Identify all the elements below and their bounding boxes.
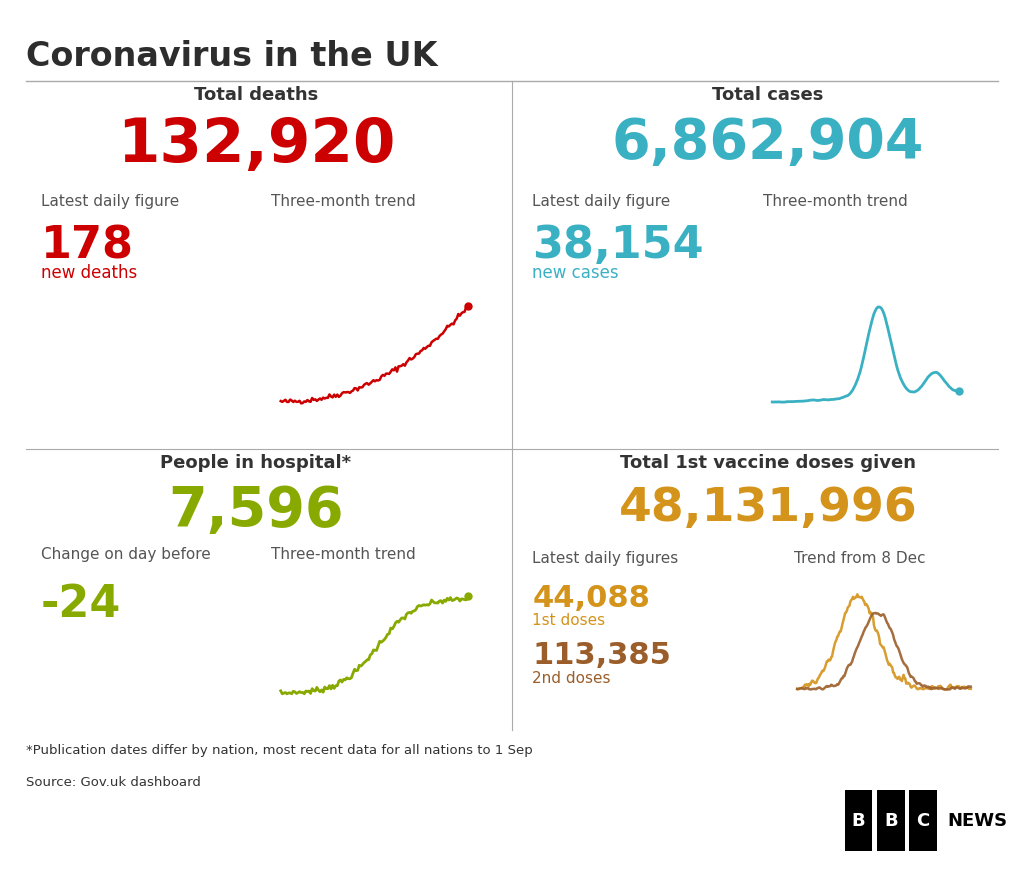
Text: 178: 178 — [41, 224, 134, 268]
Text: Latest daily figure: Latest daily figure — [41, 194, 179, 209]
Text: Latest daily figure: Latest daily figure — [532, 194, 671, 209]
Text: Total cases: Total cases — [713, 86, 823, 104]
Text: Three-month trend: Three-month trend — [763, 194, 907, 209]
Text: new cases: new cases — [532, 264, 620, 282]
Text: NEWS: NEWS — [948, 811, 1008, 830]
Text: Total 1st vaccine doses given: Total 1st vaccine doses given — [620, 454, 916, 472]
Text: 38,154: 38,154 — [532, 224, 705, 268]
Text: C: C — [916, 811, 930, 830]
Text: Total deaths: Total deaths — [194, 86, 318, 104]
Text: B: B — [852, 811, 865, 830]
Text: Source: Gov.uk dashboard: Source: Gov.uk dashboard — [26, 776, 201, 789]
Text: 6,862,904: 6,862,904 — [611, 116, 925, 170]
Text: Coronavirus in the UK: Coronavirus in the UK — [26, 40, 437, 72]
Text: Latest daily figures: Latest daily figures — [532, 551, 679, 566]
Text: 113,385: 113,385 — [532, 641, 672, 670]
Text: Trend from 8 Dec: Trend from 8 Dec — [794, 551, 926, 566]
FancyBboxPatch shape — [877, 790, 905, 852]
Text: 7,596: 7,596 — [168, 484, 344, 538]
Text: new deaths: new deaths — [41, 264, 137, 282]
Text: 132,920: 132,920 — [117, 116, 395, 175]
Text: -24: -24 — [41, 583, 121, 626]
Text: Three-month trend: Three-month trend — [271, 194, 416, 209]
Text: B: B — [884, 811, 898, 830]
Text: 48,131,996: 48,131,996 — [618, 486, 918, 531]
FancyBboxPatch shape — [909, 790, 937, 852]
Text: *Publication dates differ by nation, most recent data for all nations to 1 Sep: *Publication dates differ by nation, mos… — [26, 744, 532, 757]
Text: 1st doses: 1st doses — [532, 613, 605, 628]
Text: People in hospital*: People in hospital* — [161, 454, 351, 472]
FancyBboxPatch shape — [845, 790, 872, 852]
Text: 44,088: 44,088 — [532, 584, 650, 613]
Text: Three-month trend: Three-month trend — [271, 547, 416, 562]
Text: 2nd doses: 2nd doses — [532, 671, 611, 686]
Text: Change on day before: Change on day before — [41, 547, 211, 562]
